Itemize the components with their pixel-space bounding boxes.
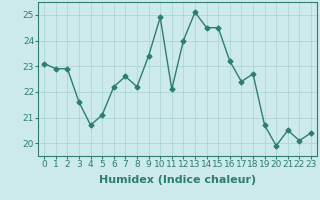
X-axis label: Humidex (Indice chaleur): Humidex (Indice chaleur) <box>99 175 256 185</box>
